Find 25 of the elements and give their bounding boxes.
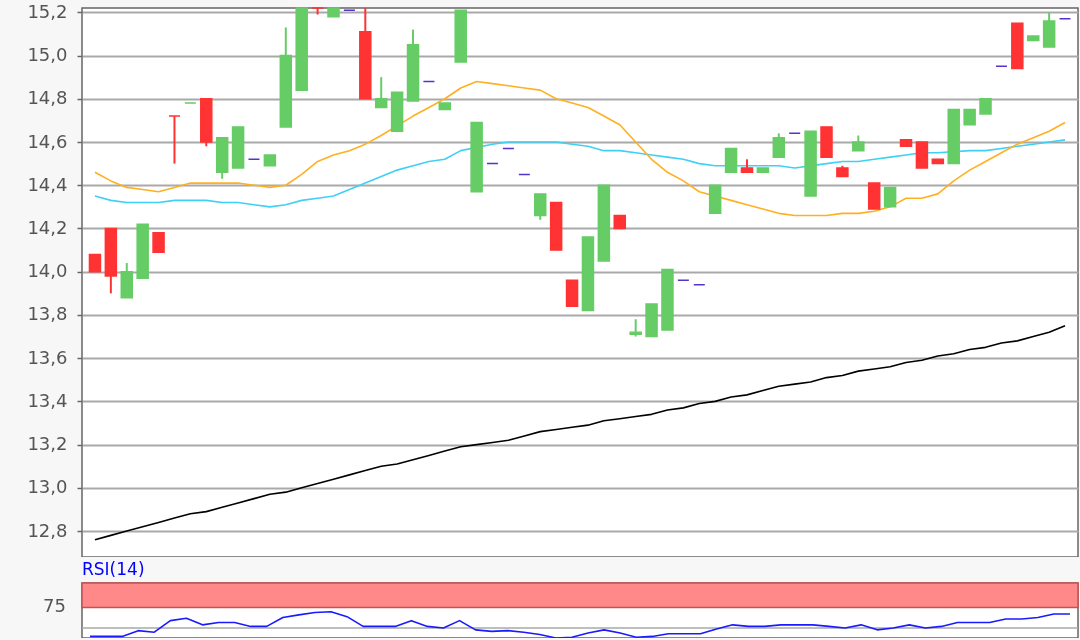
y-tick-label: 13,2 xyxy=(27,433,68,455)
y-tick-label: 13,8 xyxy=(27,303,68,325)
y-tick-label: 13,4 xyxy=(27,389,68,411)
y-tick-label: 14,0 xyxy=(27,260,68,282)
y-tick-label: 12,8 xyxy=(27,519,68,541)
y-tick-label: 13,0 xyxy=(27,476,68,498)
candlestick xyxy=(724,147,738,174)
candlestick xyxy=(374,76,388,109)
y-tick-label: 14,2 xyxy=(27,216,68,238)
chart-title: RSI(14) xyxy=(82,559,145,580)
candlestick xyxy=(152,232,165,253)
y-tick-label: 15,0 xyxy=(27,44,68,66)
line-series xyxy=(94,324,1066,541)
y-tick-label: 14,4 xyxy=(27,173,68,195)
candlestick xyxy=(883,186,897,208)
y-tick-label: 14,6 xyxy=(27,130,68,152)
y-tick-label: 14,8 xyxy=(27,87,68,109)
line-series xyxy=(94,80,1066,217)
candlestick xyxy=(533,192,547,221)
y-tick-label: 15,2 xyxy=(27,0,68,22)
candlestick xyxy=(168,115,181,165)
y-tick-label: 13,6 xyxy=(27,346,68,368)
line-series xyxy=(94,139,1066,208)
candlestick xyxy=(772,132,786,159)
text: 75 xyxy=(43,595,66,617)
